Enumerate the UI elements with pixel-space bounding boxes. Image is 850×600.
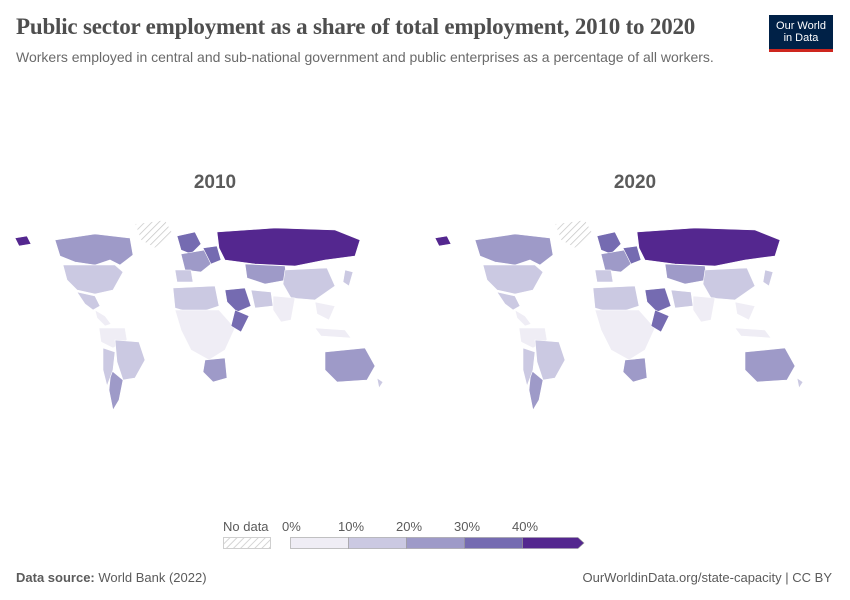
legend-bin-label-4: 40%	[512, 519, 539, 534]
legend-bin-label-0: 0%	[282, 519, 301, 534]
logo-line-2: in Data	[783, 32, 819, 44]
legend-color-bar	[290, 537, 585, 549]
chart-title: Public sector employment as a share of t…	[16, 14, 696, 39]
legend-swatch-1[interactable]	[348, 537, 407, 549]
logo-line-1: Our World	[776, 20, 826, 32]
map-2020[interactable]	[434, 210, 835, 420]
legend-bin-label-3: 30%	[454, 519, 481, 534]
legend-bin-label-1: 10%	[338, 519, 365, 534]
legend-swatch-4[interactable]	[522, 537, 585, 549]
legend-swatch-2[interactable]	[406, 537, 465, 549]
map-2010[interactable]	[14, 210, 415, 420]
source-url-link[interactable]: OurWorldinData.org/state-capacity | CC B…	[582, 570, 832, 585]
map-year-label-2020: 2020	[613, 172, 657, 193]
legend-no-data-swatch[interactable]	[223, 537, 271, 549]
world-map-2010[interactable]	[14, 210, 415, 420]
legend-swatch-3[interactable]	[464, 537, 523, 549]
data-source-value: World Bank (2022)	[98, 570, 207, 585]
map-year-label-2010: 2010	[193, 172, 237, 193]
data-source-prefix: Data source:	[16, 570, 95, 585]
owid-logo[interactable]: Our World in Data	[769, 15, 833, 52]
chart-subtitle: Workers employed in central and sub-nati…	[16, 49, 714, 65]
legend-swatch-0[interactable]	[290, 537, 349, 549]
legend-bin-label-2: 20%	[396, 519, 423, 534]
data-source: Data source: World Bank (2022)	[16, 570, 207, 585]
legend-no-data-label: No data	[223, 519, 269, 534]
world-map-2020[interactable]	[434, 210, 835, 420]
